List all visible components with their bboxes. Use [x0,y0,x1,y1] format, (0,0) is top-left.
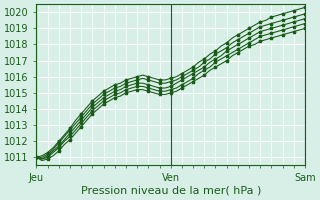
X-axis label: Pression niveau de la mer( hPa ): Pression niveau de la mer( hPa ) [81,186,261,196]
